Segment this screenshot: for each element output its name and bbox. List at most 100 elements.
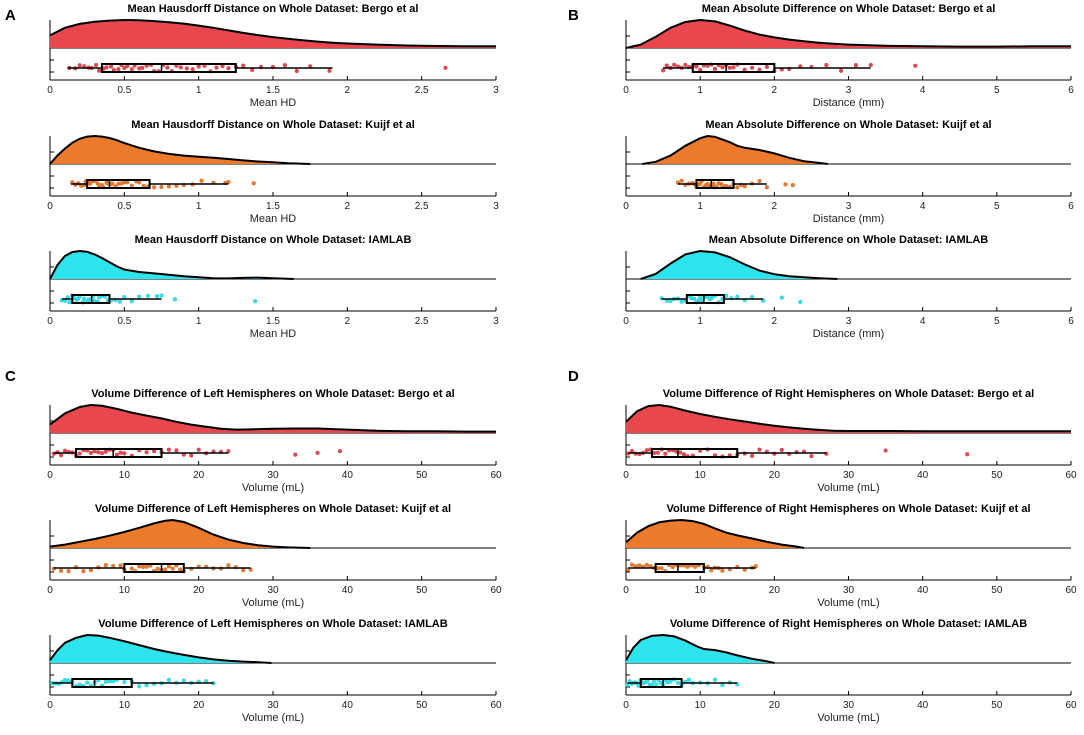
x-tick-label: 60 (490, 585, 502, 596)
x-tick-label: 0 (623, 470, 629, 481)
density-fill (50, 251, 294, 279)
data-point (151, 185, 157, 190)
x-tick-label: 1 (697, 201, 703, 212)
data-point (735, 294, 740, 299)
data-point (679, 299, 684, 304)
chart-title: Volume Difference of Left Hemispheres on… (95, 503, 451, 515)
data-point (93, 62, 99, 68)
x-tick-label: 2 (772, 201, 778, 212)
x-tick-label: 0 (47, 470, 53, 481)
chart-title: Volume Difference of Right Hemispheres o… (670, 618, 1027, 630)
x-tick-label: 6 (1068, 201, 1074, 212)
x-tick-label: 30 (843, 470, 855, 481)
x-tick-label: 20 (769, 470, 781, 481)
data-point (685, 564, 690, 569)
x-tick-label: 20 (193, 700, 205, 711)
x-tick-label: 3 (846, 316, 852, 327)
data-point (103, 562, 108, 568)
x-tick-label: 1 (196, 316, 202, 327)
data-point (66, 678, 71, 683)
data-point (103, 449, 108, 454)
panel-letter-d: D (568, 368, 579, 385)
x-tick-label: 0.5 (117, 316, 131, 327)
data-point (62, 677, 68, 683)
chart-d3: Volume Difference of Right Hemispheres o… (623, 618, 1077, 724)
x-tick-label: 3 (493, 316, 499, 327)
data-point (166, 447, 172, 452)
data-point (137, 684, 142, 689)
chart-title: Mean Hausdorff Distance on Whole Dataset… (128, 3, 419, 15)
density-fill (50, 635, 272, 663)
data-point (965, 452, 970, 457)
data-point (117, 299, 123, 304)
x-axis-label: Volume (mL) (817, 712, 879, 724)
x-tick-label: 6 (1068, 316, 1074, 327)
data-point (99, 450, 105, 456)
x-tick-label: 1.5 (266, 85, 280, 96)
data-point (644, 562, 649, 568)
x-tick-label: 2 (772, 85, 778, 96)
x-axis-label: Volume (mL) (242, 482, 304, 494)
data-point (727, 65, 732, 70)
x-tick-label: 30 (267, 470, 279, 481)
data-point (140, 564, 146, 570)
charts-layer: Mean Hausdorff Distance on Whole Dataset… (47, 3, 1077, 724)
data-point (241, 568, 246, 573)
data-point (163, 567, 168, 572)
x-tick-label: 50 (991, 470, 1003, 481)
data-point (663, 451, 668, 456)
density-outline (49, 249, 294, 280)
data-point (749, 453, 755, 459)
data-point (709, 568, 714, 573)
x-tick-label: 50 (416, 585, 428, 596)
data-point (129, 299, 134, 304)
box-iqr (101, 63, 237, 73)
x-tick-label: 60 (1065, 470, 1077, 481)
box-iqr (685, 294, 725, 304)
data-point (144, 683, 149, 688)
data-point (199, 178, 204, 183)
x-tick-label: 30 (267, 700, 279, 711)
x-tick-label: 3 (493, 85, 499, 96)
chart-c3: Volume Difference of Left Hemispheres on… (47, 618, 502, 724)
chart-d1: Volume Difference of Right Hemispheres o… (623, 388, 1077, 494)
data-point (692, 564, 698, 569)
data-point (122, 65, 127, 71)
data-point (62, 448, 68, 453)
x-tick-label: 2 (772, 316, 778, 327)
data-point (720, 183, 725, 188)
x-tick-label: 0 (623, 585, 629, 596)
data-point (137, 294, 142, 299)
data-point (85, 680, 90, 685)
x-tick-label: 2.5 (415, 85, 429, 96)
density-outline (49, 518, 311, 549)
data-point (779, 295, 784, 300)
data-point (824, 62, 829, 68)
data-point (757, 178, 762, 184)
data-point (110, 181, 115, 186)
density-outline (625, 403, 1071, 433)
data-point (129, 67, 134, 72)
data-point (783, 182, 788, 187)
x-tick-label: 30 (843, 700, 855, 711)
x-tick-label: 0 (47, 85, 53, 96)
data-point (659, 566, 664, 571)
data-point (443, 65, 448, 70)
data-point (118, 450, 123, 455)
data-point (226, 563, 231, 568)
density-fill (642, 136, 828, 164)
data-point (883, 448, 888, 453)
data-point (58, 568, 64, 573)
data-point (742, 184, 747, 189)
x-tick-label: 60 (1065, 585, 1077, 596)
data-point (96, 68, 102, 73)
data-point (116, 66, 121, 72)
chart-title: Mean Absolute Difference on Whole Datase… (702, 3, 996, 15)
density-fill (50, 136, 311, 164)
box-iqr (75, 448, 163, 458)
x-tick-label: 30 (843, 585, 855, 596)
data-point (66, 568, 71, 574)
x-axis-label: Volume (mL) (817, 482, 879, 494)
x-tick-label: 0 (47, 201, 53, 212)
chart-a2: Mean Hausdorff Distance on Whole Dataset… (47, 119, 499, 225)
